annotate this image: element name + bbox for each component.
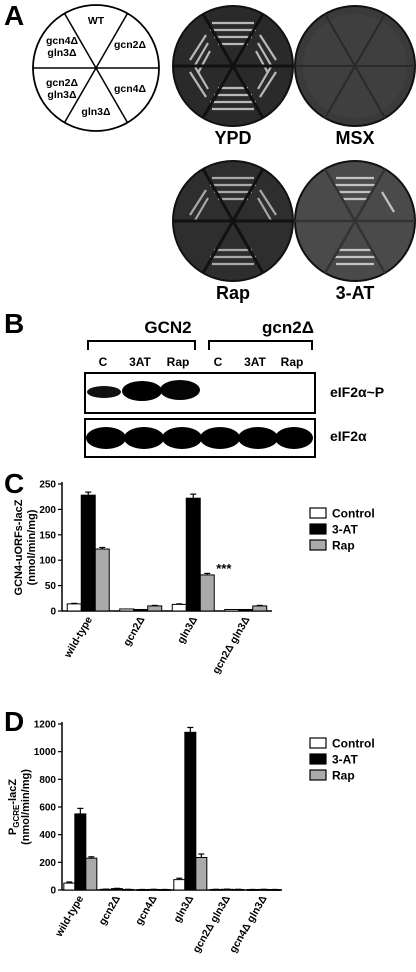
category-label: gcn2Δ [121,614,148,648]
legend-swatch [309,753,327,765]
legend-swatch [309,737,327,749]
bar [80,494,96,612]
lane-label: 3AT [129,355,151,369]
y-tick-label: 1200 [34,720,57,731]
category-label: gcn4Δ [133,893,160,927]
y-tick-label: 200 [39,505,56,516]
lane-label: Rap [166,355,190,369]
bar [252,605,268,612]
bar [74,813,87,891]
y-tick-label: 600 [39,803,56,814]
lane-label: C [213,355,223,369]
diagram-gcn4gln3-2: gln3Δ [47,47,77,59]
panel-c-label: C [4,468,25,499]
bar [199,574,215,612]
group-brackets [87,340,313,350]
bar [185,497,201,612]
significance-annotation: *** [216,561,232,576]
category-label: gcn4Δ gln3Δ [227,893,270,955]
y-axis-label-units: (nmol/min/mg) [26,509,38,585]
y-tick-label: 200 [39,858,56,869]
panel-d-label: D [4,706,25,737]
blot-total [84,418,316,458]
bar [173,879,186,891]
diagram-gcn4gln3-1: gcn4Δ [46,35,79,47]
legend-swatch [309,507,327,519]
y-tick-label: 250 [39,480,56,491]
blot-label-phospho: eIF2α~P [330,384,385,400]
bar [147,605,163,612]
y-tick-label: 100 [39,556,56,567]
lane-label: 3AT [244,355,266,369]
diagram-gcn2: gcn2Δ [114,39,147,51]
bar [85,857,98,891]
diagram-gln3: gln3Δ [81,106,111,118]
legend-label: Control [332,507,375,521]
plate-msx [294,5,416,127]
diagram-gcn2gln3-1: gcn2Δ [46,77,79,89]
bar [119,608,135,612]
bar [66,603,82,612]
legend-label: Rap [332,769,355,783]
category-label: gcn2Δ [96,893,123,927]
blot-label-total: eIF2α [330,428,367,444]
bar [238,608,254,612]
plate-label-msx: MSX [335,128,375,148]
chart-d: 0 200 400 600 800 1000 1200 PGCRE-lacZ (nmol/min… [7,720,375,956]
y-axis-label: GCN4-uORFs-lacZ [13,499,25,595]
legend-swatch [309,539,327,551]
category-label: wild-type [61,614,95,660]
bar [184,731,197,891]
diagram-gcn2gln3-2: gln3Δ [47,89,77,101]
diagram-gcn4: gcn4Δ [114,83,147,95]
bar [224,608,240,612]
legend-swatch [309,523,327,535]
panel-a-label: A [4,0,25,31]
blot-phospho [84,372,316,414]
plate-3at [294,160,416,282]
category-label: gcn2Δ gln3Δ [210,614,253,676]
lane-label: Rap [280,355,304,369]
legend-label: 3-AT [332,523,358,537]
legend-label: Rap [332,539,355,553]
plate-rap [172,160,294,282]
bar [133,608,149,612]
chart-c: 0 50 100 150 200 250 GCN4-uORFs-lacZ (nmol/min/… [13,480,375,677]
y-axis-label: PGCRE-lacZ [7,779,21,835]
bar [94,548,110,612]
plate-label-3at: 3-AT [335,283,375,303]
legend-swatch [309,769,327,781]
panel-b-label: B [4,308,25,339]
y-tick-label: 800 [39,775,56,786]
plate-label-ypd: YPD [214,128,252,148]
plate-label-rap: Rap [215,283,250,303]
legend-label: Control [332,737,375,751]
strain-layout-diagram: WT gcn2Δ gcn4Δ gln3Δ gcn2Δ gln3Δ gcn4Δ g… [32,4,160,132]
group-label-gcn2: GCN2 [144,318,192,337]
lane-label: C [98,355,108,369]
y-axis-label-units: (nmol/min/mg) [20,769,32,845]
y-tick-label: 0 [50,886,56,897]
bar [195,856,208,891]
y-tick-label: 1000 [34,747,57,758]
y-tick-label: 50 [45,581,57,592]
y-tick-label: 150 [39,530,56,541]
diagram-wt: WT [88,15,105,27]
legend-label: 3-AT [332,753,358,767]
bar [171,603,187,612]
y-tick-label: 400 [39,830,56,841]
category-label: gln3Δ [171,893,196,925]
plate-ypd [172,5,294,127]
group-label-gcn2-delta: gcn2Δ [262,318,314,337]
bar [63,882,76,891]
y-tick-label: 0 [50,607,56,618]
category-label: gcn2Δ gln3Δ [190,893,233,955]
category-label: wild-type [53,893,87,939]
category-label: gln3Δ [175,614,200,646]
